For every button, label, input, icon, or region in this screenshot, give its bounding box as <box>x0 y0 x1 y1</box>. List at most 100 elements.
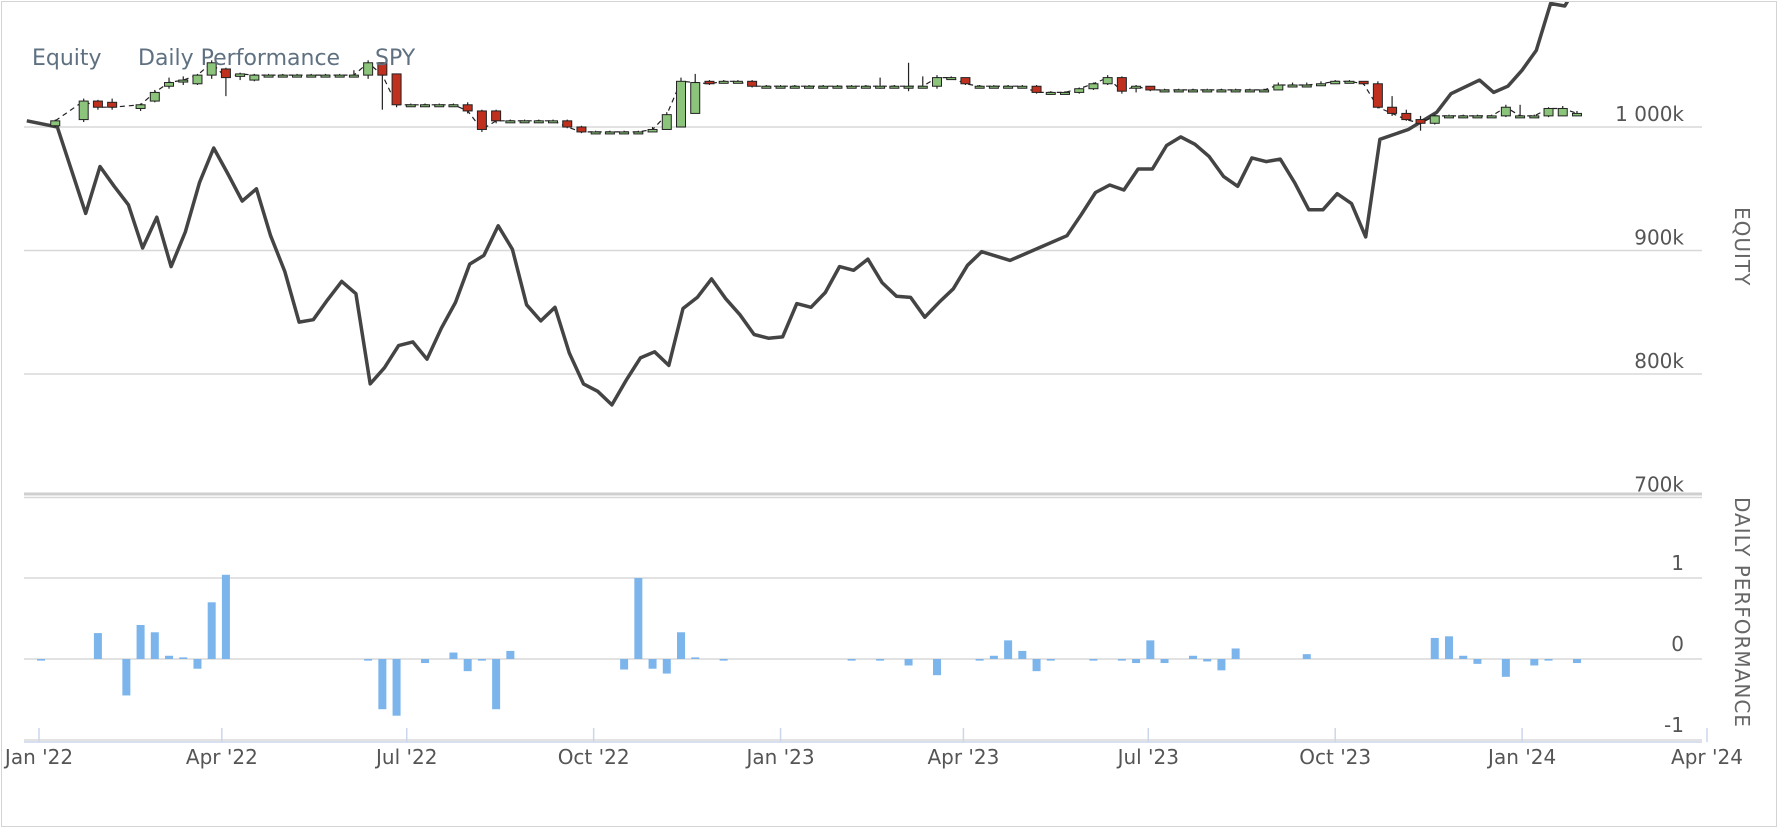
performance-bar <box>1132 659 1141 664</box>
performance-bar <box>1004 640 1013 659</box>
spy-candle <box>818 85 829 89</box>
spy-candle <box>1543 107 1554 117</box>
performance-bar <box>1473 659 1482 664</box>
spy-candle <box>235 73 246 77</box>
performance-bar <box>463 659 472 672</box>
spy-candle <box>306 74 317 78</box>
performance-bar <box>421 659 430 664</box>
spy-candle <box>107 101 118 108</box>
spy-candle <box>78 100 89 121</box>
spy-candle <box>1372 83 1383 108</box>
performance-bar <box>179 657 188 659</box>
x-tick-label: Jan '22 <box>3 745 73 769</box>
spy-candle <box>718 80 729 84</box>
spy-candle <box>420 104 431 108</box>
performance-bar <box>193 659 202 669</box>
perf-axis-title: DAILY PERFORMANCE <box>1730 497 1754 728</box>
spy-candle <box>1244 89 1255 93</box>
spy-candle <box>548 120 559 124</box>
legend-equity[interactable]: Equity <box>32 46 102 71</box>
spy-candle <box>1131 85 1142 89</box>
performance-bar <box>136 624 145 659</box>
spy-candle <box>1500 106 1511 117</box>
x-tick-label: Apr '22 <box>186 745 258 769</box>
daily-performance-bars <box>37 574 1581 716</box>
spy-candle <box>334 74 345 78</box>
performance-bar <box>1188 655 1197 659</box>
performance-bar <box>1459 655 1468 659</box>
spy-candle <box>1088 83 1099 90</box>
performance-bar <box>37 659 46 661</box>
spy-candle <box>576 126 587 133</box>
performance-bar <box>492 659 501 710</box>
performance-bar <box>975 659 984 661</box>
equity-tick-label: 700k <box>1634 473 1684 497</box>
performance-bar <box>122 659 131 696</box>
performance-bar <box>662 659 671 674</box>
spy-candle <box>533 120 544 124</box>
equity-line-layer <box>26 2 1570 407</box>
spy-candle <box>405 104 416 108</box>
x-tick-label: Jul '22 <box>374 745 437 769</box>
spy-candle <box>1529 115 1540 119</box>
performance-bar <box>1018 650 1027 659</box>
spy-candle <box>1173 89 1184 93</box>
spy-candle <box>249 74 260 81</box>
x-tick-label: Apr '23 <box>927 745 999 769</box>
spy-candle <box>1387 106 1398 114</box>
spy-candle <box>206 62 217 76</box>
spy-candle <box>1074 88 1085 93</box>
spy-candle <box>1458 115 1469 119</box>
performance-bar <box>1032 659 1041 672</box>
spy-candle <box>832 85 843 89</box>
spy-candle <box>789 85 800 89</box>
spy-candle <box>192 74 203 85</box>
spy-candle <box>846 85 857 89</box>
performance-bar <box>1117 659 1126 661</box>
spy-candle <box>704 80 715 85</box>
spy-candle <box>775 85 786 89</box>
performance-bar <box>506 650 515 659</box>
spy-candle <box>804 85 815 89</box>
legend-daily-performance[interactable]: Daily Performance <box>138 46 341 71</box>
x-tick-label: Oct '23 <box>1299 745 1371 769</box>
performance-bar <box>1160 659 1169 664</box>
spy-candle <box>960 77 971 85</box>
spy-candle <box>1259 89 1270 93</box>
performance-bar <box>150 632 159 659</box>
performance-bar <box>364 659 373 661</box>
spy-candle <box>348 74 359 78</box>
equity-axis-title: EQUITY <box>1730 207 1754 286</box>
spy-candle <box>505 120 516 124</box>
x-tick-label: Apr '24 <box>1671 745 1743 769</box>
spy-candle <box>164 82 175 87</box>
performance-bar <box>1217 659 1226 671</box>
spy-candle <box>178 79 189 83</box>
spy-candle <box>1358 80 1369 85</box>
perf-tick-label: -1 <box>1664 713 1684 737</box>
legend-spy[interactable]: SPY <box>375 46 416 71</box>
performance-bar <box>1544 659 1553 661</box>
spy-candle <box>476 110 487 130</box>
performance-bar <box>904 659 913 666</box>
spy-candle <box>875 85 886 89</box>
spy-candle <box>391 73 402 106</box>
spy-candle <box>1301 84 1312 88</box>
performance-bar <box>1444 636 1453 659</box>
spy-candle <box>1116 77 1127 92</box>
spy-candle <box>1486 115 1497 119</box>
spy-candle <box>1202 89 1213 93</box>
spy-candle <box>747 80 758 87</box>
spy-candle <box>1017 85 1028 89</box>
performance-bar <box>691 657 700 659</box>
equity-tick-label: 800k <box>1634 349 1684 373</box>
performance-bar <box>378 659 387 710</box>
spy-candle <box>149 91 160 102</box>
spy-candle <box>462 104 473 112</box>
spy-candle <box>135 104 146 109</box>
spy-candle <box>988 85 999 89</box>
performance-bar <box>1231 648 1240 659</box>
performance-bar <box>1530 659 1539 666</box>
